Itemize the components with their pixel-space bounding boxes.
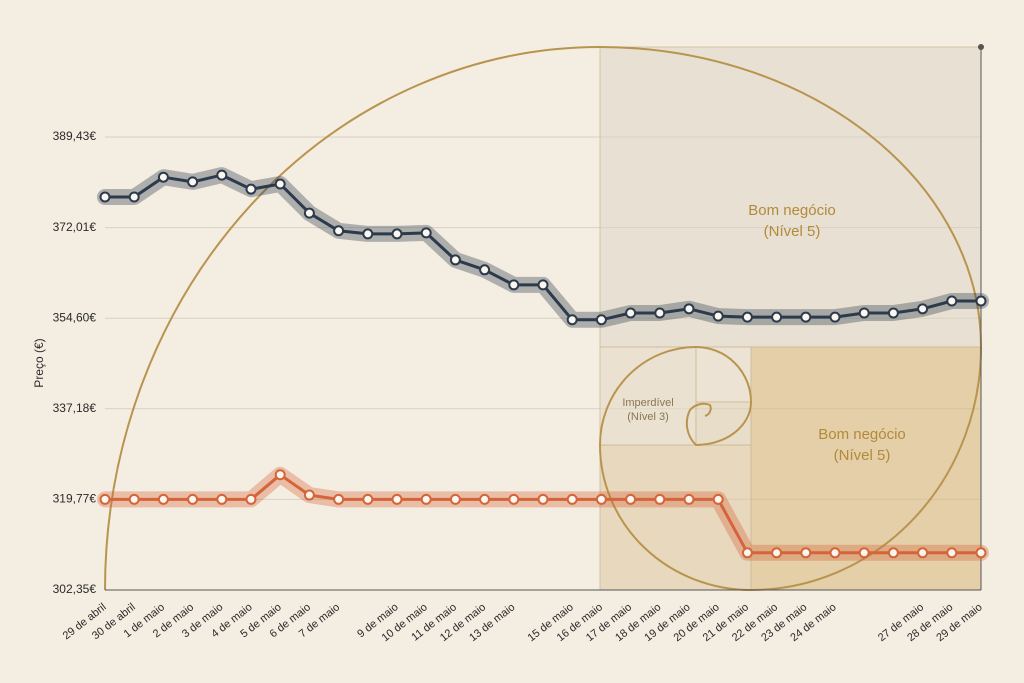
golden-rect <box>599 346 697 446</box>
point <box>800 311 812 323</box>
point <box>362 228 374 240</box>
point <box>741 547 753 559</box>
point <box>216 169 228 181</box>
point <box>362 493 374 505</box>
point <box>595 314 607 326</box>
point <box>216 493 228 505</box>
point <box>537 493 549 505</box>
point <box>566 493 578 505</box>
point <box>157 493 169 505</box>
point <box>157 171 169 183</box>
point <box>274 469 286 481</box>
annotation: (Nível 3) <box>627 411 669 423</box>
point <box>508 279 520 291</box>
point <box>303 207 315 219</box>
y-tick-label: 354,60€ <box>53 310 97 324</box>
point <box>917 547 929 559</box>
point <box>887 307 899 319</box>
point <box>858 547 870 559</box>
y-axis-label: Preço (€) <box>32 338 46 387</box>
golden-rect <box>695 401 752 446</box>
point <box>333 493 345 505</box>
point <box>887 547 899 559</box>
point <box>683 303 695 315</box>
point <box>946 547 958 559</box>
point <box>449 254 461 266</box>
point <box>420 493 432 505</box>
point <box>829 547 841 559</box>
golden-spiral <box>104 45 983 592</box>
annotation: (Nível 5) <box>834 447 891 464</box>
point <box>975 295 987 307</box>
point <box>800 547 812 559</box>
y-tick-label: 302,35€ <box>53 582 97 596</box>
point <box>391 493 403 505</box>
point <box>829 311 841 323</box>
point <box>449 493 461 505</box>
point <box>975 547 987 559</box>
y-tick-label: 319,77€ <box>53 492 97 506</box>
annotation: Bom negócio <box>818 426 906 443</box>
y-tick-label: 337,18€ <box>53 401 97 415</box>
point <box>858 307 870 319</box>
point <box>245 493 257 505</box>
annotation: Imperdível <box>622 397 673 409</box>
point <box>654 493 666 505</box>
point <box>566 314 578 326</box>
point <box>771 547 783 559</box>
y-tick-label: 372,01€ <box>53 220 97 234</box>
point <box>479 264 491 276</box>
point <box>917 303 929 315</box>
point <box>508 493 520 505</box>
point <box>654 307 666 319</box>
point <box>391 228 403 240</box>
point <box>333 225 345 237</box>
point <box>245 183 257 195</box>
point <box>625 493 637 505</box>
point <box>479 493 491 505</box>
annotation: Bom negócio <box>748 202 836 219</box>
point <box>537 279 549 291</box>
point <box>712 310 724 322</box>
point <box>274 178 286 190</box>
point <box>741 311 753 323</box>
y-tick-label: 389,43€ <box>53 129 97 143</box>
point <box>712 493 724 505</box>
point <box>128 191 140 203</box>
marker-dot <box>978 44 984 50</box>
annotation: (Nível 5) <box>764 223 821 240</box>
point <box>187 493 199 505</box>
point <box>99 191 111 203</box>
point <box>128 493 140 505</box>
point <box>771 311 783 323</box>
point <box>99 493 111 505</box>
point <box>187 176 199 188</box>
point <box>946 295 958 307</box>
point <box>420 227 432 239</box>
point <box>683 493 695 505</box>
point <box>625 307 637 319</box>
point <box>303 489 315 501</box>
point <box>595 493 607 505</box>
